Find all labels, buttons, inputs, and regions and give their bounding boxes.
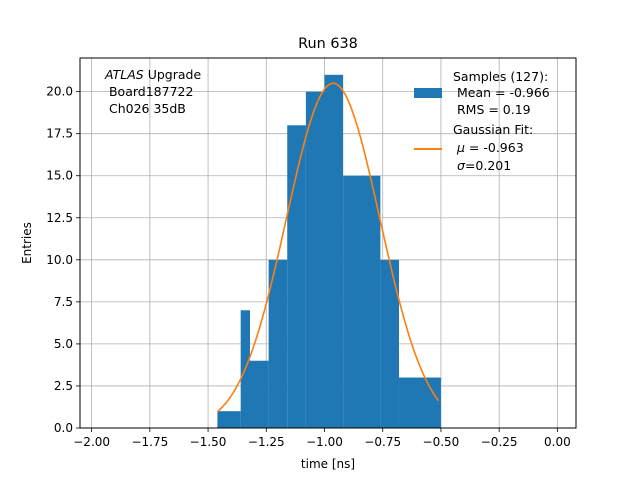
x-tick-label: −0.75 [364,435,401,449]
y-axis-label: Entries [20,222,34,264]
x-tick-label: −0.50 [423,435,460,449]
y-axis-ticks: 0.0 2.5 5.0 7.5 10.0 12.5 15.0 17.5 20.0 [46,85,80,435]
legend-samples-swatch [414,88,442,98]
x-tick-label: −1.25 [248,435,285,449]
y-tick-label: 7.5 [54,295,73,309]
legend-fit-mu: μ = -0.963 [456,140,524,155]
histogram-bar [399,377,441,428]
histogram-bar [287,125,306,428]
annotation-upgrade: Upgrade [144,67,202,82]
y-tick-label: 2.5 [54,379,73,393]
annotation-line-1: ATLAS Upgrade [104,67,201,82]
annotation-atlas: ATLAS [104,67,144,82]
legend-sigma-value: =0.201 [465,158,511,173]
y-tick-label: 5.0 [54,337,73,351]
y-tick-label: 12.5 [46,211,73,225]
gaussian-fit [216,82,440,413]
histogram-bar [268,259,288,428]
x-axis-label: time [ns] [301,457,355,471]
histogram-bar [380,259,400,428]
legend: Samples (127): Mean = -0.966 RMS = 0.19 … [414,69,550,173]
annotation-line-3: Ch026 35dB [105,101,186,116]
plot-frame [79,57,577,429]
legend-sigma-symbol: σ [457,158,466,173]
y-tick-label: 10.0 [46,253,73,267]
fit-curve [216,82,440,413]
histogram-bar [305,91,325,429]
legend-samples-line-2: Mean = -0.966 [453,85,550,100]
legend-samples-line-3: RMS = 0.19 [453,102,531,117]
y-tick-label: 20.0 [46,85,73,99]
legend-samples-line-1: Samples (127): [453,69,548,84]
histogram-bar [324,74,344,429]
x-tick-label: −2.00 [73,435,110,449]
annotation-line-2: Board187722 [105,84,193,99]
legend-fit-sigma: σ=0.201 [457,158,511,173]
x-tick-label: 0.00 [544,435,571,449]
histogram-bar [249,360,269,428]
atlas-annotation: ATLAS Upgrade Board187722 Ch026 35dB [104,67,201,116]
x-tick-label: −1.75 [131,435,168,449]
x-tick-label: −1.50 [190,435,227,449]
legend-fit-line-1: Gaussian Fit: [453,122,533,137]
y-tick-label: 17.5 [46,127,73,141]
y-tick-label: 0.0 [54,421,73,435]
chart-title: Run 638 [298,36,358,52]
legend-mu-value: = -0.963 [465,140,524,155]
x-tick-label: −0.25 [481,435,518,449]
histogram-bar [217,411,241,428]
x-axis-ticks: −2.00 −1.75 −1.50 −1.25 −1.00 −0.75 −0.50 −0.25… [73,428,571,449]
legend-mu-symbol: μ [456,140,465,155]
y-tick-label: 15.0 [46,169,73,183]
histogram-bar [343,175,381,428]
x-tick-label: −1.00 [306,435,343,449]
